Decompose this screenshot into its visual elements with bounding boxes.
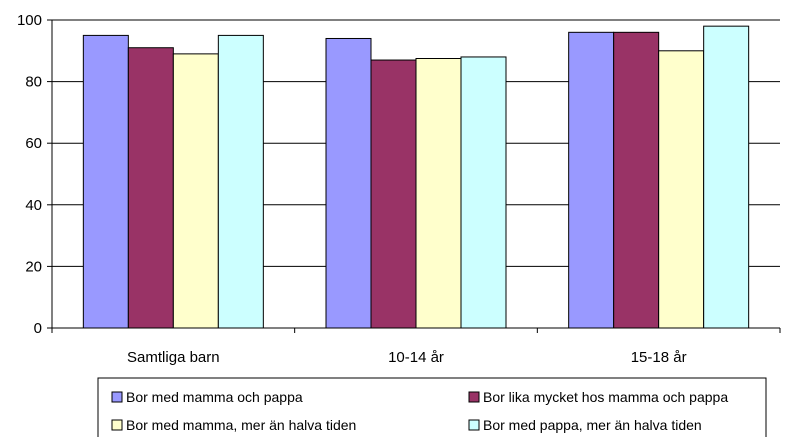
y-tick-label: 80 [25, 74, 42, 91]
bar-series-3-1 [460, 56, 507, 329]
bar-series-1-2 [613, 31, 660, 329]
y-axis-ticks: 0 20 40 60 80 100 [17, 12, 52, 337]
y-tick-label: 40 [25, 197, 42, 214]
bar-series-2-1 [415, 58, 462, 329]
y-tick-label: 0 [34, 320, 42, 337]
legend-label: Bor med pappa, mer än halva tiden [483, 417, 702, 433]
y-tick-label: 20 [25, 258, 42, 275]
bar-series-2-2 [658, 50, 705, 329]
legend: Bor med mamma och pappa Bor lika mycket h… [97, 377, 767, 437]
x-category-label: Samtliga barn [127, 349, 220, 366]
bars [82, 25, 750, 329]
legend-label: Bor med mamma, mer än halva tiden [126, 417, 356, 433]
bar-series-0-0 [82, 34, 129, 329]
legend-swatch [111, 419, 123, 431]
y-tick-label: 100 [17, 12, 42, 29]
bar-series-0-1 [325, 37, 372, 329]
legend-swatch [468, 419, 480, 431]
bar-series-1-0 [127, 47, 174, 329]
bar-series-3-2 [703, 25, 750, 329]
x-category-label: 10-14 år [388, 349, 444, 366]
bar-series-3-0 [217, 34, 264, 329]
bar-series-2-0 [172, 53, 219, 329]
bar-series-1-1 [370, 59, 417, 329]
x-category-label: 15-18 år [631, 349, 687, 366]
legend-swatch [111, 391, 123, 403]
x-axis-labels: Samtliga barn 10-14 år 15-18 år [127, 349, 687, 366]
legend-label: Bor lika mycket hos mamma och pappa [483, 389, 728, 405]
legend-swatch [468, 391, 480, 403]
y-tick-label: 60 [25, 135, 42, 152]
legend-box [97, 377, 767, 437]
legend-label: Bor med mamma och pappa [126, 389, 303, 405]
bar-series-0-2 [568, 31, 615, 329]
axes [51, 20, 781, 333]
